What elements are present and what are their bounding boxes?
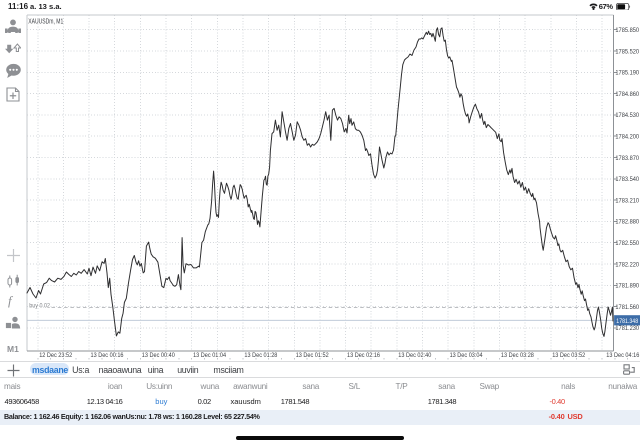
- svg-text:13 Dec 04:16: 13 Dec 04:16: [606, 352, 639, 359]
- svg-text:1782.550: 1782.550: [615, 240, 639, 247]
- svg-text:1783.540: 1783.540: [615, 176, 639, 183]
- svg-text:1783.210: 1783.210: [615, 197, 639, 204]
- svg-text:13 Dec 01:28: 13 Dec 01:28: [244, 352, 277, 359]
- svg-text:1785.850: 1785.850: [615, 27, 639, 34]
- svg-text:buy 0.02: buy 0.02: [29, 303, 50, 310]
- svg-text:1781.348: 1781.348: [616, 318, 638, 325]
- svg-text:13 Dec 00:40: 13 Dec 00:40: [142, 352, 175, 359]
- svg-text:13 Dec 03:28: 13 Dec 03:28: [501, 352, 534, 359]
- svg-text:1785.190: 1785.190: [615, 70, 639, 77]
- svg-text:1781.890: 1781.890: [615, 283, 639, 290]
- svg-text:1785.520: 1785.520: [615, 48, 639, 55]
- svg-text:12 Dec 23:52: 12 Dec 23:52: [39, 352, 72, 359]
- svg-text:1783.870: 1783.870: [615, 155, 639, 162]
- svg-text:13 Dec 03:04: 13 Dec 03:04: [450, 352, 483, 359]
- svg-text:XAUUSDm, M1: XAUUSDm, M1: [28, 18, 63, 25]
- svg-text:1784.530: 1784.530: [615, 112, 639, 119]
- svg-text:13 Dec 03:52: 13 Dec 03:52: [552, 352, 585, 359]
- svg-text:13 Dec 00:16: 13 Dec 00:16: [91, 352, 124, 359]
- svg-text:1781.560: 1781.560: [615, 304, 639, 311]
- svg-text:13 Dec 02:40: 13 Dec 02:40: [398, 352, 431, 359]
- svg-text:13 Dec 01:04: 13 Dec 01:04: [193, 352, 226, 359]
- svg-text:1781.230: 1781.230: [615, 325, 639, 332]
- svg-text:1782.220: 1782.220: [615, 261, 639, 268]
- svg-text:13 Dec 02:16: 13 Dec 02:16: [347, 352, 380, 359]
- svg-text:1782.880: 1782.880: [615, 219, 639, 226]
- svg-text:1784.860: 1784.860: [615, 91, 639, 98]
- svg-text:13 Dec 01:52: 13 Dec 01:52: [296, 352, 329, 359]
- svg-text:1784.200: 1784.200: [615, 134, 639, 141]
